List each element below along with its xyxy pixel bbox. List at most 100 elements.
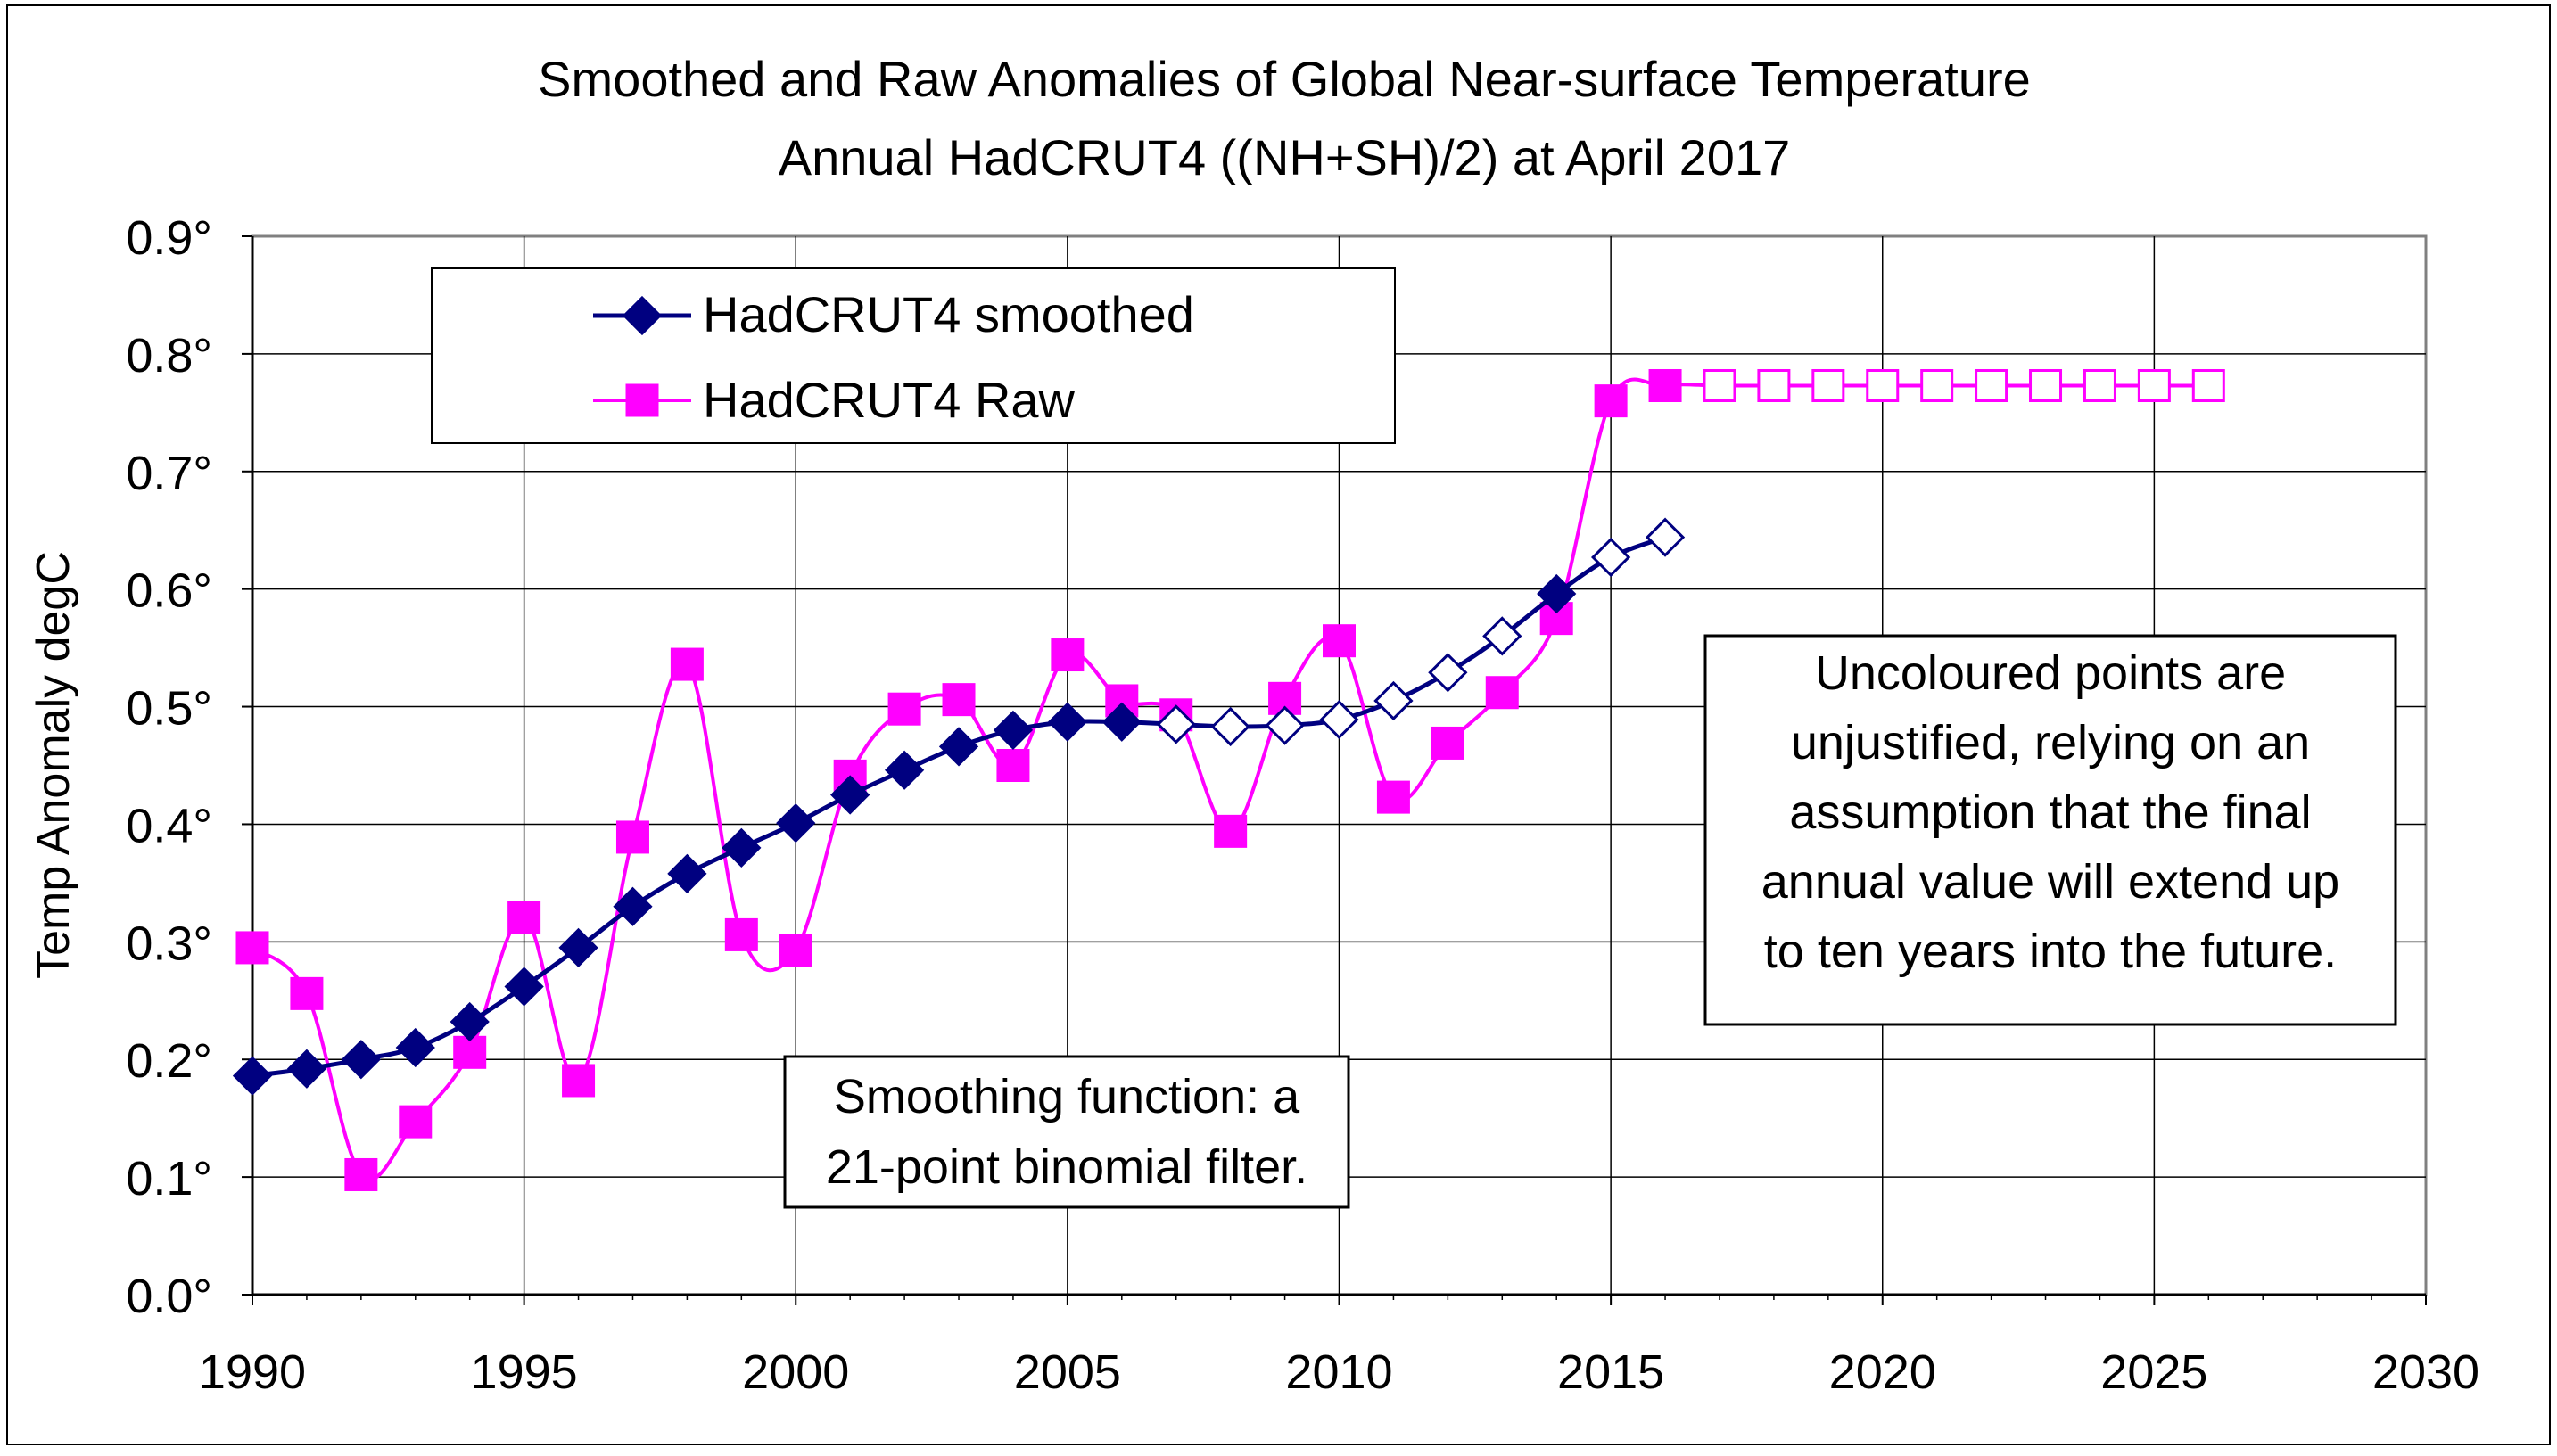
- smoothed-point: [1265, 705, 1305, 745]
- raw-point: [1594, 384, 1628, 418]
- chart-title: Smoothed and Raw Anomalies of Global Nea…: [538, 51, 2031, 107]
- raw-point: [2083, 368, 2116, 402]
- legend: HadCRUT4 smoothed HadCRUT4 Raw: [431, 267, 1396, 444]
- raw-point: [1051, 638, 1085, 672]
- smoothed-point: [830, 775, 870, 815]
- raw-point: [453, 1035, 487, 1069]
- smoothed-point: [395, 1027, 435, 1068]
- raw-point: [1485, 676, 1519, 710]
- raw-point: [1920, 368, 1954, 402]
- raw-point: [1431, 726, 1464, 760]
- raw-point: [615, 820, 649, 854]
- y-tick-label: 0.5°: [126, 682, 212, 736]
- x-tick-label: 2020: [1829, 1345, 1936, 1399]
- legend-box: [431, 267, 1396, 444]
- smoothed-point: [613, 886, 653, 926]
- y-tick-label: 0.0°: [126, 1270, 212, 1323]
- raw-point: [670, 647, 704, 681]
- smoothed-point: [1210, 706, 1250, 747]
- smoothed-point: [1537, 573, 1577, 614]
- raw-point: [344, 1157, 378, 1191]
- x-tick-label: 2015: [1557, 1345, 1664, 1399]
- y-axis-label: Temp Anomaly degC: [28, 551, 79, 979]
- x-tick-label: 2025: [2100, 1345, 2207, 1399]
- x-tick-label: 1995: [471, 1345, 578, 1399]
- legend-raw-square: [625, 383, 659, 417]
- smoothed-point: [1319, 699, 1359, 740]
- uncoloured-points-note: Uncoloured points are unjustified, relyi…: [1703, 634, 2397, 1026]
- y-tick-label: 0.4°: [126, 799, 212, 852]
- raw-point: [2137, 368, 2171, 402]
- smoothed-point: [993, 710, 1034, 751]
- raw-point: [779, 934, 812, 967]
- smoothed-point: [1591, 537, 1631, 578]
- y-tick-label: 0.1°: [126, 1152, 212, 1205]
- raw-point: [942, 683, 976, 717]
- smoothing-note-line: 21-point binomial filter.: [826, 1140, 1307, 1194]
- raw-point: [996, 749, 1030, 782]
- smoothed-point: [232, 1056, 273, 1096]
- raw-point: [290, 976, 324, 1010]
- series-smoothed: [232, 517, 1686, 1096]
- y-tick-label: 0.3°: [126, 917, 212, 970]
- raw-point: [399, 1105, 433, 1139]
- smoothed-point: [776, 803, 816, 843]
- smoothed-point: [504, 967, 544, 1007]
- smoothed-point: [1101, 702, 1142, 742]
- x-tick-label: 2000: [742, 1345, 849, 1399]
- smoothed-point: [1428, 653, 1468, 693]
- raw-point: [1323, 624, 1356, 658]
- raw-point: [507, 901, 541, 934]
- chart-subtitle: Annual HadCRUT4 ((NH+SH)/2) at April 201…: [779, 129, 1790, 185]
- raw-point: [724, 917, 758, 951]
- raw-point: [235, 931, 269, 965]
- uncoloured-note-line: Uncoloured points are: [1815, 646, 2286, 700]
- x-tick-label: 2005: [1014, 1345, 1121, 1399]
- smoothed-point: [1645, 517, 1686, 557]
- smoothed-point: [884, 750, 925, 790]
- smoothed-point: [1482, 616, 1522, 656]
- raw-point: [2029, 368, 2063, 402]
- x-tick-label: 2030: [2372, 1345, 2479, 1399]
- x-tick-label: 2010: [1285, 1345, 1392, 1399]
- smoothed-point: [938, 727, 979, 767]
- raw-point: [1975, 368, 2008, 402]
- legend-smoothed-marker: [593, 295, 691, 336]
- raw-point: [562, 1064, 596, 1098]
- uncoloured-note-line: assumption that the final: [1789, 786, 2311, 839]
- uncoloured-note-line: unjustified, relying on an: [1791, 716, 2310, 769]
- y-tick-label: 0.8°: [126, 329, 212, 383]
- y-tick-label: 0.9°: [126, 211, 212, 265]
- legend-smoothed-diamond: [622, 295, 663, 336]
- smoothing-note-line: Smoothing function: a: [834, 1070, 1300, 1123]
- y-tick-label: 0.7°: [126, 447, 212, 500]
- y-tick-label: 0.6°: [126, 564, 212, 618]
- raw-point: [1757, 368, 1791, 402]
- y-tick-label: 0.2°: [126, 1034, 212, 1088]
- smoothed-point: [1373, 680, 1414, 721]
- uncoloured-note-box: [1703, 634, 2397, 1026]
- raw-point: [1811, 368, 1845, 402]
- smoothed-point: [1047, 702, 1087, 742]
- raw-point: [887, 692, 921, 726]
- legend-raw-label: HadCRUT4 Raw: [703, 372, 1076, 428]
- raw-point: [1703, 368, 1736, 402]
- legend-smoothed-label: HadCRUT4 smoothed: [703, 286, 1194, 342]
- series-layer: [232, 368, 2225, 1191]
- x-tick-label: 1990: [199, 1345, 306, 1399]
- smoothed-point: [722, 827, 762, 868]
- smoothing-function-note: Smoothing function: a 21-point binomial …: [783, 1055, 1350, 1209]
- raw-point: [1376, 780, 1410, 814]
- axes-layer: 0.0° 0.1° 0.2° 0.3° 0.4° 0.5° 0.6° 0.7° 0.8° 0.9°…: [126, 211, 2479, 1399]
- uncoloured-note-line: to ten years into the future.: [1764, 925, 2337, 978]
- uncoloured-note-line: annual value will extend up: [1761, 855, 2339, 909]
- smoothed-point: [450, 1001, 490, 1042]
- smoothed-point: [341, 1040, 381, 1080]
- smoothed-point: [558, 927, 598, 968]
- smoothed-point: [667, 853, 707, 893]
- smoothing-note-box: [783, 1055, 1350, 1209]
- smoothed-point: [1156, 704, 1196, 744]
- raw-point: [1648, 368, 1682, 402]
